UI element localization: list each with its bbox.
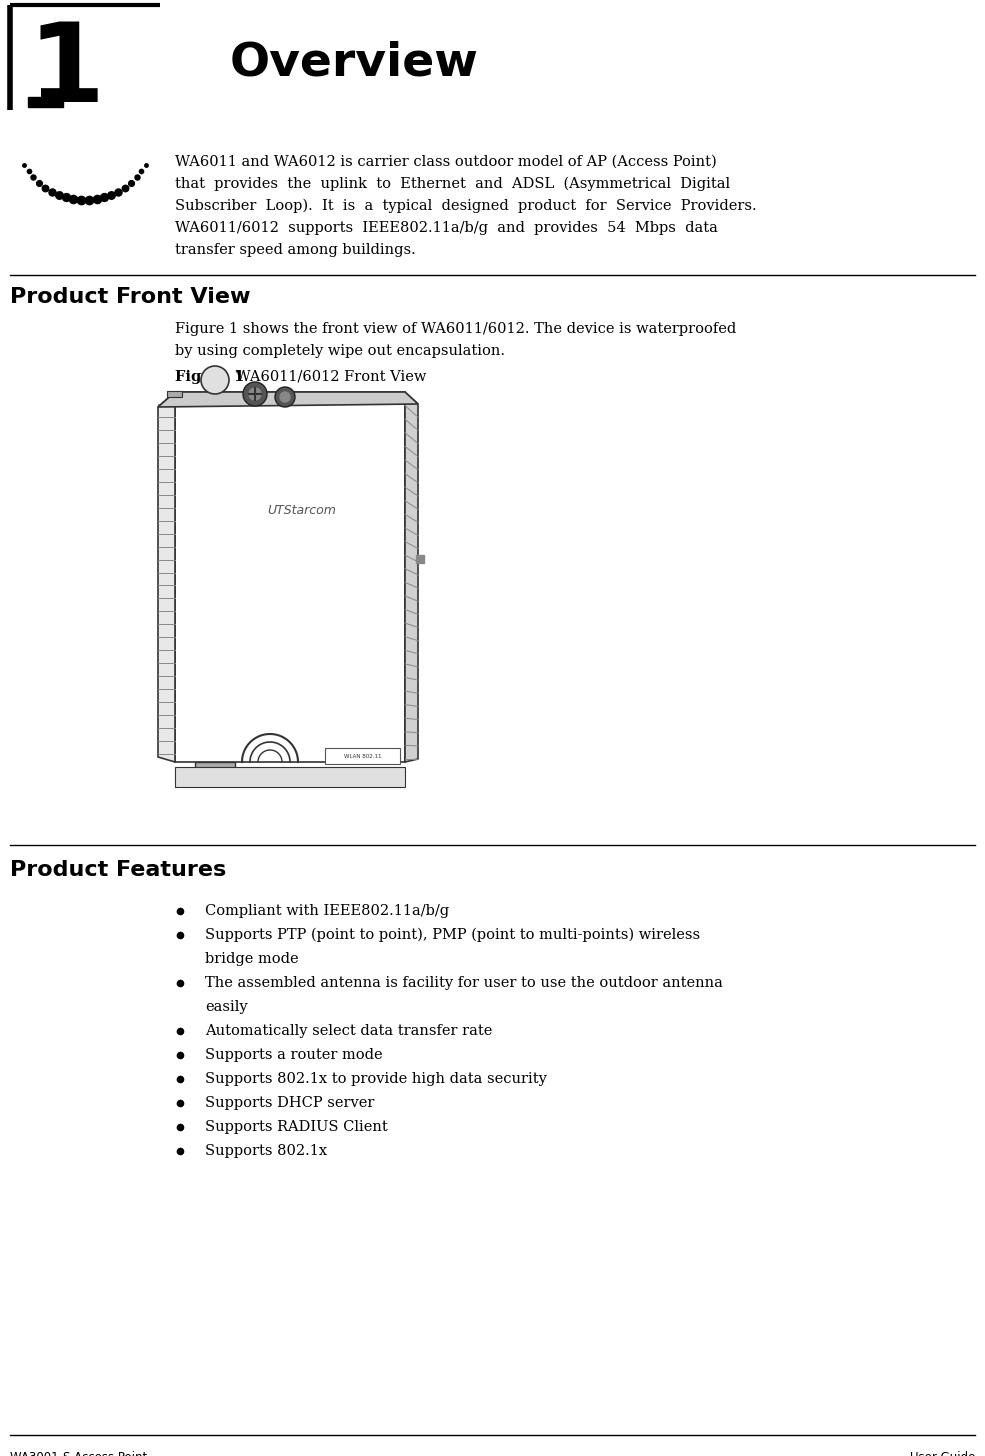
Text: Figure 1 shows the front view of WA6011/6012. The device is waterproofed: Figure 1 shows the front view of WA6011/… [175,322,736,336]
Polygon shape [158,392,175,761]
Text: transfer speed among buildings.: transfer speed among buildings. [175,243,416,258]
Text: Supports RADIUS Client: Supports RADIUS Client [205,1120,388,1134]
Bar [175,767,405,788]
Text: Supports 802.1x: Supports 802.1x [205,1144,327,1158]
Text: that  provides  the  uplink  to  Ethernet  and  ADSL  (Asymmetrical  Digital: that provides the uplink to Ethernet and… [175,178,730,191]
Text: Overview: Overview [230,39,479,84]
Text: WA6011 and WA6012 is carrier class outdoor model of AP (Access Point): WA6011 and WA6012 is carrier class outdo… [175,154,717,169]
Text: Supports PTP (point to point), PMP (point to multi-points) wireless: Supports PTP (point to point), PMP (poin… [205,927,700,942]
Text: UTStarcom: UTStarcom [267,504,336,517]
Text: Figure 1: Figure 1 [175,370,244,384]
Circle shape [280,392,290,402]
Polygon shape [158,392,418,408]
Polygon shape [405,392,418,761]
Text: by using completely wipe out encapsulation.: by using completely wipe out encapsulati… [175,344,505,358]
Circle shape [249,387,261,400]
Text: WA3001-S Access Point: WA3001-S Access Point [10,1452,147,1456]
Text: Automatically select data transfer rate: Automatically select data transfer rate [205,1024,493,1038]
Text: WLAN 802.11: WLAN 802.11 [344,754,382,759]
Text: Product Front View: Product Front View [10,287,250,307]
Text: Supports a router mode: Supports a router mode [205,1048,382,1061]
Bar [175,392,405,761]
Text: bridge mode: bridge mode [205,952,298,965]
Text: 1: 1 [28,17,105,125]
Text: Subscriber  Loop).  It  is  a  typical  designed  product  for  Service  Provide: Subscriber Loop). It is a typical design… [175,199,756,214]
Bar [325,748,400,764]
Text: The assembled antenna is facility for user to use the outdoor antenna: The assembled antenna is facility for us… [205,976,723,990]
Circle shape [243,381,267,406]
Circle shape [275,387,295,408]
Bar [28,98,63,106]
Text: Supports DHCP server: Supports DHCP server [205,1096,374,1109]
Text: Product Features: Product Features [10,860,227,879]
Text: WA6011/6012 Front View: WA6011/6012 Front View [231,370,427,384]
Circle shape [201,365,229,395]
Text: Compliant with IEEE802.11a/b/g: Compliant with IEEE802.11a/b/g [205,904,449,917]
Text: User Guide: User Guide [909,1452,975,1456]
Text: Supports 802.1x to provide high data security: Supports 802.1x to provide high data sec… [205,1072,547,1086]
Bar [195,761,235,776]
Bar [167,392,182,397]
Text: WA6011/6012  supports  IEEE802.11a/b/g  and  provides  54  Mbps  data: WA6011/6012 supports IEEE802.11a/b/g and… [175,221,718,234]
Text: easily: easily [205,1000,247,1013]
